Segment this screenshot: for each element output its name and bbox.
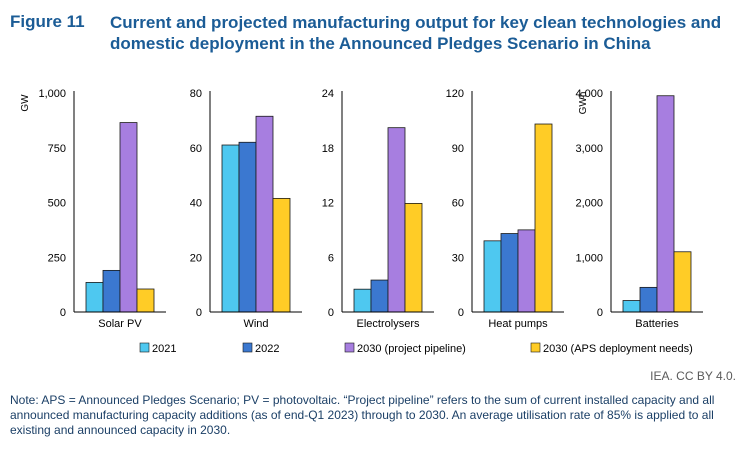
legend-label: 2030 (project pipeline) [357,343,466,355]
legend-swatch [139,342,150,353]
y-tick-label: 3,000 [575,143,603,155]
legend-swatch [242,342,253,353]
bar-wind-3 [272,197,291,313]
bar-heat-pumps-3 [534,123,553,313]
bar-batteries-0 [622,300,641,313]
bar-batteries-1 [639,286,658,313]
legend-swatch [344,342,355,353]
bar-electrolysers-1 [370,279,389,313]
y-tick-label: 40 [190,198,202,210]
bar-heat-pumps-2 [517,229,536,313]
category-label: Solar PV [98,318,142,330]
chart-note: Note: APS = Announced Pledges Scenario; … [10,393,715,437]
credit-text: IEA. CC BY 4.0. [650,369,736,383]
bar-solar-pv-2 [119,122,138,313]
category-label: Batteries [635,318,679,330]
y-axis-unit: GW [20,94,31,112]
y-tick-label: 80 [190,88,202,100]
y-tick-label: 24 [322,88,334,100]
y-tick-label: 4,000 [575,88,603,100]
y-tick-label: 20 [190,252,202,264]
bar-heat-pumps-1 [500,233,519,313]
bar-electrolysers-0 [353,288,372,313]
bar-electrolysers-2 [387,127,406,313]
y-tick-label: 120 [446,88,464,100]
legend-label: 2022 [255,343,279,355]
y-tick-label: 90 [452,143,464,155]
y-tick-label: 0 [458,307,464,319]
y-tick-label: 250 [48,252,66,264]
figure-label: Figure 11 [10,12,85,31]
legend-label: 2030 (APS deployment needs) [543,343,693,355]
legend-swatch [530,342,541,353]
y-tick-label: 30 [452,252,464,264]
y-tick-label: 0 [597,307,603,319]
y-axis-unit: GWh [578,92,589,115]
bar-wind-0 [221,144,240,313]
bar-wind-1 [238,141,257,313]
y-tick-label: 12 [322,198,334,210]
y-tick-label: 0 [196,307,202,319]
category-label: Electrolysers [357,318,420,330]
y-tick-label: 60 [452,198,464,210]
bar-batteries-2 [656,95,675,313]
legend-label: 2021 [152,343,176,355]
y-tick-label: 60 [190,143,202,155]
y-tick-label: 0 [60,307,66,319]
figure-title: Current and projected manufacturing outp… [110,13,722,53]
bar-solar-pv-3 [136,288,155,313]
bar-wind-2 [255,115,274,313]
y-tick-label: 1,000 [38,88,66,100]
y-tick-label: 500 [48,198,66,210]
bar-heat-pumps-0 [483,240,502,313]
y-tick-label: 18 [322,143,334,155]
y-tick-label: 2,000 [575,198,603,210]
bar-solar-pv-0 [85,282,104,313]
bar-electrolysers-3 [404,203,423,313]
y-tick-label: 1,000 [575,252,603,264]
y-tick-label: 0 [328,307,334,319]
y-tick-label: 6 [328,252,334,264]
category-label: Heat pumps [488,318,548,330]
bar-batteries-3 [673,251,692,313]
category-label: Wind [243,318,268,330]
bar-solar-pv-1 [102,269,121,313]
y-tick-label: 750 [48,143,66,155]
